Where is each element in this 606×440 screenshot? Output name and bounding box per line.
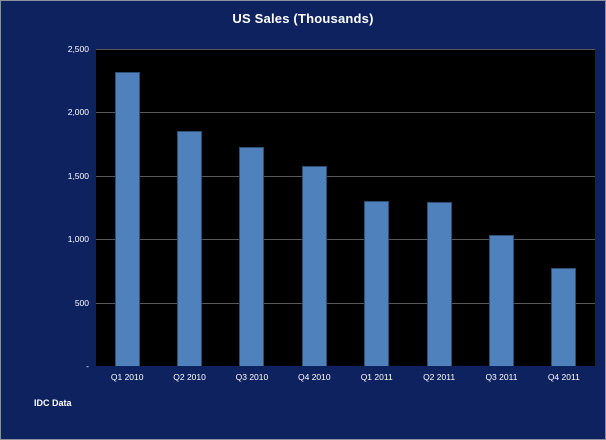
x-axis-tick-label: Q2 2010: [173, 372, 206, 382]
chart-title: US Sales (Thousands): [232, 11, 374, 26]
source-label: IDC Data: [34, 398, 72, 408]
bar-q3-2010: [239, 146, 265, 366]
plot-area: [96, 49, 595, 366]
bar-q4-2010: [301, 165, 327, 366]
y-axis-tick-label: 1,500: [67, 170, 89, 181]
y-axis-tick-label: 2,000: [67, 107, 89, 118]
bar-q1-2010: [114, 71, 140, 366]
y-axis-tick-label: -: [86, 361, 89, 371]
gridline: [96, 175, 595, 177]
gridline: [96, 239, 595, 241]
x-axis-tick-label: Q4 2011: [547, 372, 580, 382]
bar-q2-2011: [426, 202, 452, 366]
x-axis-tick-label: Q4 2010: [298, 372, 331, 382]
x-axis-tick-label: Q3 2011: [485, 372, 518, 382]
bar-q4-2011: [551, 267, 577, 366]
bar-q1-2011: [364, 200, 390, 366]
x-axis-tick-label: Q2 2011: [423, 372, 456, 382]
gridline: [96, 302, 595, 304]
y-axis-tick-label: 500: [74, 297, 89, 308]
gridline: [96, 49, 595, 50]
gridline: [96, 112, 595, 114]
x-axis-tick-label: Q1 2010: [110, 372, 144, 382]
y-axis-tick-label: 1,000: [67, 234, 89, 245]
bar-q2-2010: [177, 130, 203, 366]
y-axis-tick-label: 2,500: [67, 44, 89, 54]
bar-q3-2011: [488, 234, 514, 366]
x-axis-tick-label: Q1 2011: [360, 372, 393, 382]
x-axis-tick-label: Q3 2010: [235, 372, 269, 382]
